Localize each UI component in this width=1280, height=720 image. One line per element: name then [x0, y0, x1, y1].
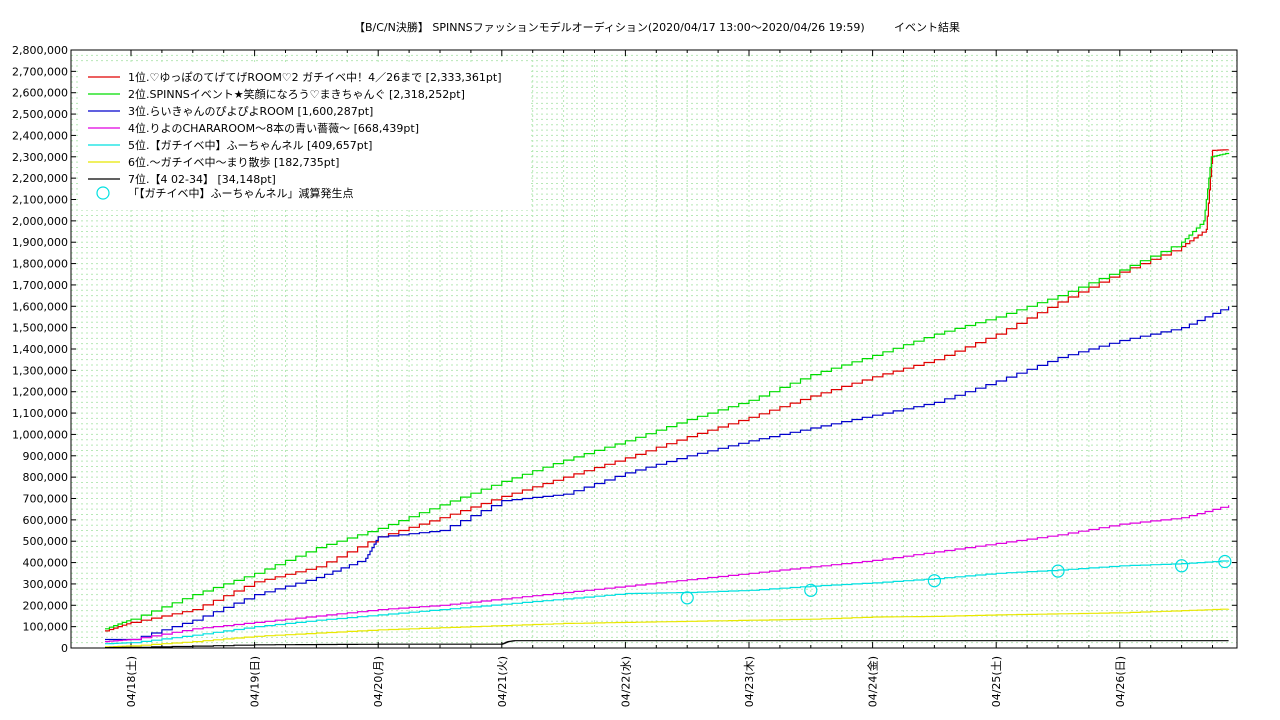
y-tick-label: 500,000: [23, 535, 69, 548]
y-tick-label: 2,000,000: [12, 215, 68, 228]
legend-marker-swatch: [96, 186, 110, 200]
y-tick-label: 2,500,000: [12, 108, 68, 121]
marker-point: [927, 574, 942, 588]
legend-entry: 1位.♡ゆっぽのてげてげROOM♡2 ガチイベ中！4／26まで [2,333,3…: [128, 70, 502, 84]
series-line-1: [105, 149, 1230, 632]
x-tick-label: 04/23(木): [743, 656, 756, 707]
y-tick-label: 2,300,000: [12, 151, 68, 164]
chart-title: 【B/C/N決勝】 SPINNSファッションモデルオーディション(2020/04…: [354, 20, 865, 34]
chart-subtitle: イベント結果: [894, 20, 960, 34]
y-tick-label: 800,000: [23, 471, 69, 484]
y-tick-label: 2,400,000: [12, 129, 68, 142]
marker-point: [1218, 554, 1232, 569]
y-tick-label: 1,200,000: [12, 386, 68, 399]
y-tick-label: 1,000,000: [12, 428, 68, 441]
y-tick-label: 1,100,000: [12, 407, 68, 420]
legend-entry: 5位.【ガチイベ中】ふーちゃんネル [409,657pt]: [128, 138, 372, 152]
series-line-3: [105, 306, 1230, 641]
legend: 1位.♡ゆっぽのてげてげROOM♡2 ガチイベ中！4／26まで [2,333,3…: [80, 64, 530, 210]
y-tick-label: 300,000: [23, 578, 69, 591]
y-tick-label: 100,000: [23, 621, 69, 634]
y-tick-label: 200,000: [23, 599, 69, 612]
legend-entry-marker: 「【ガチイベ中】ふーちゃんネル」減算発生点: [128, 186, 354, 200]
series-line-2: [105, 152, 1230, 630]
y-axis: 0 100,000 200,000 300,000 400,000 500,000 600,…: [12, 44, 1237, 655]
series-line-7: [105, 640, 1229, 649]
y-tick-label: 1,300,000: [12, 364, 68, 377]
x-axis: 04/18(土) 04/19(日) 04/20(月) 04/21(火) 04/22(水)…: [125, 50, 1213, 707]
series-line-5: [105, 560, 1230, 645]
y-tick-label: 1,900,000: [12, 236, 68, 249]
marker-points: [680, 554, 1232, 605]
x-tick-label: 04/18(土): [125, 656, 138, 707]
marker-point: [804, 583, 818, 597]
marker-point: [680, 591, 694, 605]
y-tick-label: 1,400,000: [12, 343, 68, 356]
y-tick-label: 1,600,000: [12, 300, 68, 313]
series-lines: [105, 149, 1230, 649]
y-tick-label: 1,700,000: [12, 279, 68, 292]
x-tick-label: 04/26(日): [1114, 656, 1127, 707]
x-tick-label: 04/25(土): [990, 656, 1003, 707]
y-tick-label: 900,000: [23, 450, 69, 463]
legend-entry: 3位.らいきゃんのぴよぴよROOM [1,600,287pt]: [128, 104, 373, 118]
legend-entry: 6位.〜ガチイベ中〜まり散歩 [182,735pt]: [128, 155, 339, 169]
x-tick-label: 04/19(日): [249, 656, 262, 707]
y-tick-label: 2,200,000: [12, 172, 68, 185]
legend-entry: 4位.りよのCHARAROOM〜8本の青い薔薇〜 [668,439pt]: [128, 121, 419, 135]
legend-box: [80, 64, 530, 210]
y-tick-label: 2,800,000: [12, 44, 68, 57]
x-tick-label: 04/24(金): [866, 656, 880, 707]
y-tick-label: 2,100,000: [12, 194, 68, 207]
y-tick-label: 600,000: [23, 514, 69, 527]
series-line-4: [105, 505, 1230, 643]
y-tick-label: 700,000: [23, 493, 69, 506]
y-tick-label: 0: [61, 642, 68, 655]
y-tick-label: 2,600,000: [12, 87, 68, 100]
series-line-6: [105, 608, 1230, 648]
legend-entry: 7位.【4 02-34】 [34,148pt]: [128, 172, 276, 186]
y-tick-label: 1,500,000: [12, 322, 68, 335]
marker-point: [1174, 559, 1189, 573]
y-tick-label: 2,700,000: [12, 65, 68, 78]
y-tick-label: 400,000: [23, 557, 69, 570]
marker-point: [1051, 564, 1065, 578]
x-tick-label: 04/21(火): [496, 656, 509, 707]
y-tick-label: 1,800,000: [12, 258, 68, 271]
legend-entry: 2位.SPINNSイベント★笑顔になろう♡まきちゃんぐ [2,318,252pt…: [128, 87, 465, 101]
x-tick-label: 04/22(水): [619, 656, 632, 707]
x-tick-label: 04/20(月): [372, 656, 385, 707]
